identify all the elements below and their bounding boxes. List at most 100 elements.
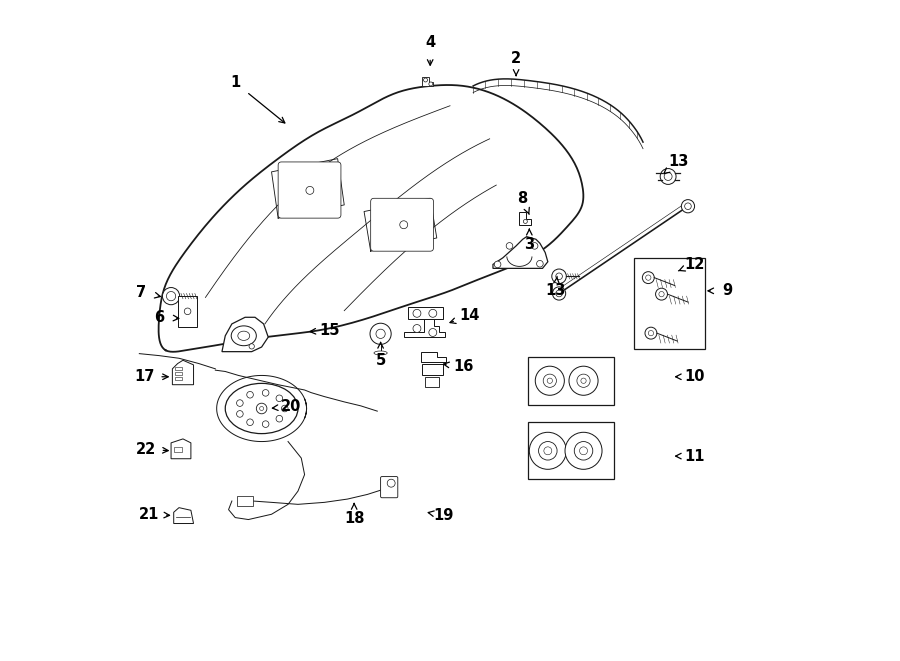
Polygon shape	[173, 360, 194, 385]
Text: 7: 7	[136, 285, 147, 299]
Text: 13: 13	[545, 284, 566, 298]
Text: 16: 16	[453, 360, 473, 374]
Circle shape	[524, 219, 527, 223]
Circle shape	[376, 329, 385, 338]
Text: 10: 10	[684, 369, 705, 384]
Circle shape	[249, 344, 255, 349]
Circle shape	[544, 447, 552, 455]
Circle shape	[163, 288, 180, 305]
Text: 12: 12	[684, 257, 705, 272]
Circle shape	[552, 269, 566, 284]
Text: 17: 17	[134, 369, 155, 384]
Circle shape	[536, 260, 544, 267]
Text: 8: 8	[518, 191, 527, 206]
FancyBboxPatch shape	[634, 258, 705, 349]
Ellipse shape	[374, 351, 387, 355]
Polygon shape	[158, 85, 583, 352]
Circle shape	[413, 309, 421, 317]
Circle shape	[276, 395, 283, 402]
Text: 1: 1	[230, 75, 240, 90]
Circle shape	[574, 442, 593, 460]
Text: 9: 9	[723, 284, 733, 298]
Circle shape	[531, 243, 538, 249]
Circle shape	[547, 378, 553, 383]
Circle shape	[648, 330, 653, 336]
Text: 11: 11	[684, 449, 705, 463]
Circle shape	[262, 389, 269, 396]
Circle shape	[506, 243, 513, 249]
Circle shape	[400, 221, 408, 229]
Circle shape	[544, 374, 556, 387]
FancyBboxPatch shape	[174, 447, 182, 452]
Circle shape	[306, 186, 314, 194]
Circle shape	[553, 287, 566, 300]
Circle shape	[580, 447, 588, 455]
FancyBboxPatch shape	[238, 496, 253, 506]
Circle shape	[370, 323, 392, 344]
Circle shape	[645, 327, 657, 339]
Circle shape	[538, 442, 557, 460]
Circle shape	[247, 419, 254, 426]
Polygon shape	[519, 212, 531, 225]
Polygon shape	[408, 307, 444, 319]
FancyBboxPatch shape	[278, 162, 341, 218]
Circle shape	[237, 410, 243, 417]
Circle shape	[664, 173, 672, 180]
Circle shape	[685, 203, 691, 210]
Circle shape	[413, 325, 421, 332]
Polygon shape	[493, 237, 548, 268]
Circle shape	[645, 275, 651, 280]
Text: 5: 5	[375, 353, 386, 368]
Circle shape	[569, 366, 598, 395]
Text: 13: 13	[668, 155, 688, 169]
FancyBboxPatch shape	[528, 422, 614, 479]
Text: 20: 20	[281, 399, 302, 414]
Circle shape	[428, 82, 433, 86]
Circle shape	[556, 290, 562, 297]
Circle shape	[655, 288, 668, 300]
Polygon shape	[171, 439, 191, 459]
Circle shape	[643, 272, 654, 284]
Text: 18: 18	[344, 512, 364, 526]
Circle shape	[661, 169, 676, 184]
Text: 21: 21	[140, 507, 159, 522]
Circle shape	[424, 78, 428, 82]
FancyBboxPatch shape	[371, 198, 434, 251]
FancyBboxPatch shape	[528, 357, 614, 405]
Circle shape	[259, 407, 264, 410]
Circle shape	[247, 391, 254, 398]
Polygon shape	[421, 352, 446, 362]
Ellipse shape	[231, 326, 256, 346]
Circle shape	[282, 405, 288, 412]
Polygon shape	[422, 364, 444, 375]
Text: 3: 3	[525, 237, 535, 252]
Circle shape	[580, 378, 586, 383]
Circle shape	[256, 403, 267, 414]
Polygon shape	[222, 317, 268, 352]
Polygon shape	[422, 77, 434, 86]
Circle shape	[577, 374, 590, 387]
Polygon shape	[174, 508, 194, 524]
FancyBboxPatch shape	[175, 377, 182, 380]
Text: 22: 22	[136, 442, 156, 457]
FancyBboxPatch shape	[177, 296, 197, 327]
Polygon shape	[404, 319, 445, 337]
FancyBboxPatch shape	[175, 372, 182, 375]
Text: 14: 14	[460, 309, 480, 323]
Text: 6: 6	[154, 310, 164, 325]
Circle shape	[681, 200, 695, 213]
Text: 2: 2	[511, 51, 521, 65]
Ellipse shape	[225, 383, 298, 434]
Circle shape	[428, 309, 436, 317]
Circle shape	[428, 329, 436, 336]
Circle shape	[184, 308, 191, 315]
Circle shape	[536, 366, 564, 395]
FancyBboxPatch shape	[175, 367, 182, 370]
Polygon shape	[425, 377, 439, 387]
Text: 15: 15	[320, 323, 340, 338]
Text: 19: 19	[433, 508, 454, 523]
Circle shape	[237, 400, 243, 407]
Circle shape	[166, 292, 176, 301]
FancyBboxPatch shape	[381, 477, 398, 498]
Ellipse shape	[238, 331, 249, 340]
